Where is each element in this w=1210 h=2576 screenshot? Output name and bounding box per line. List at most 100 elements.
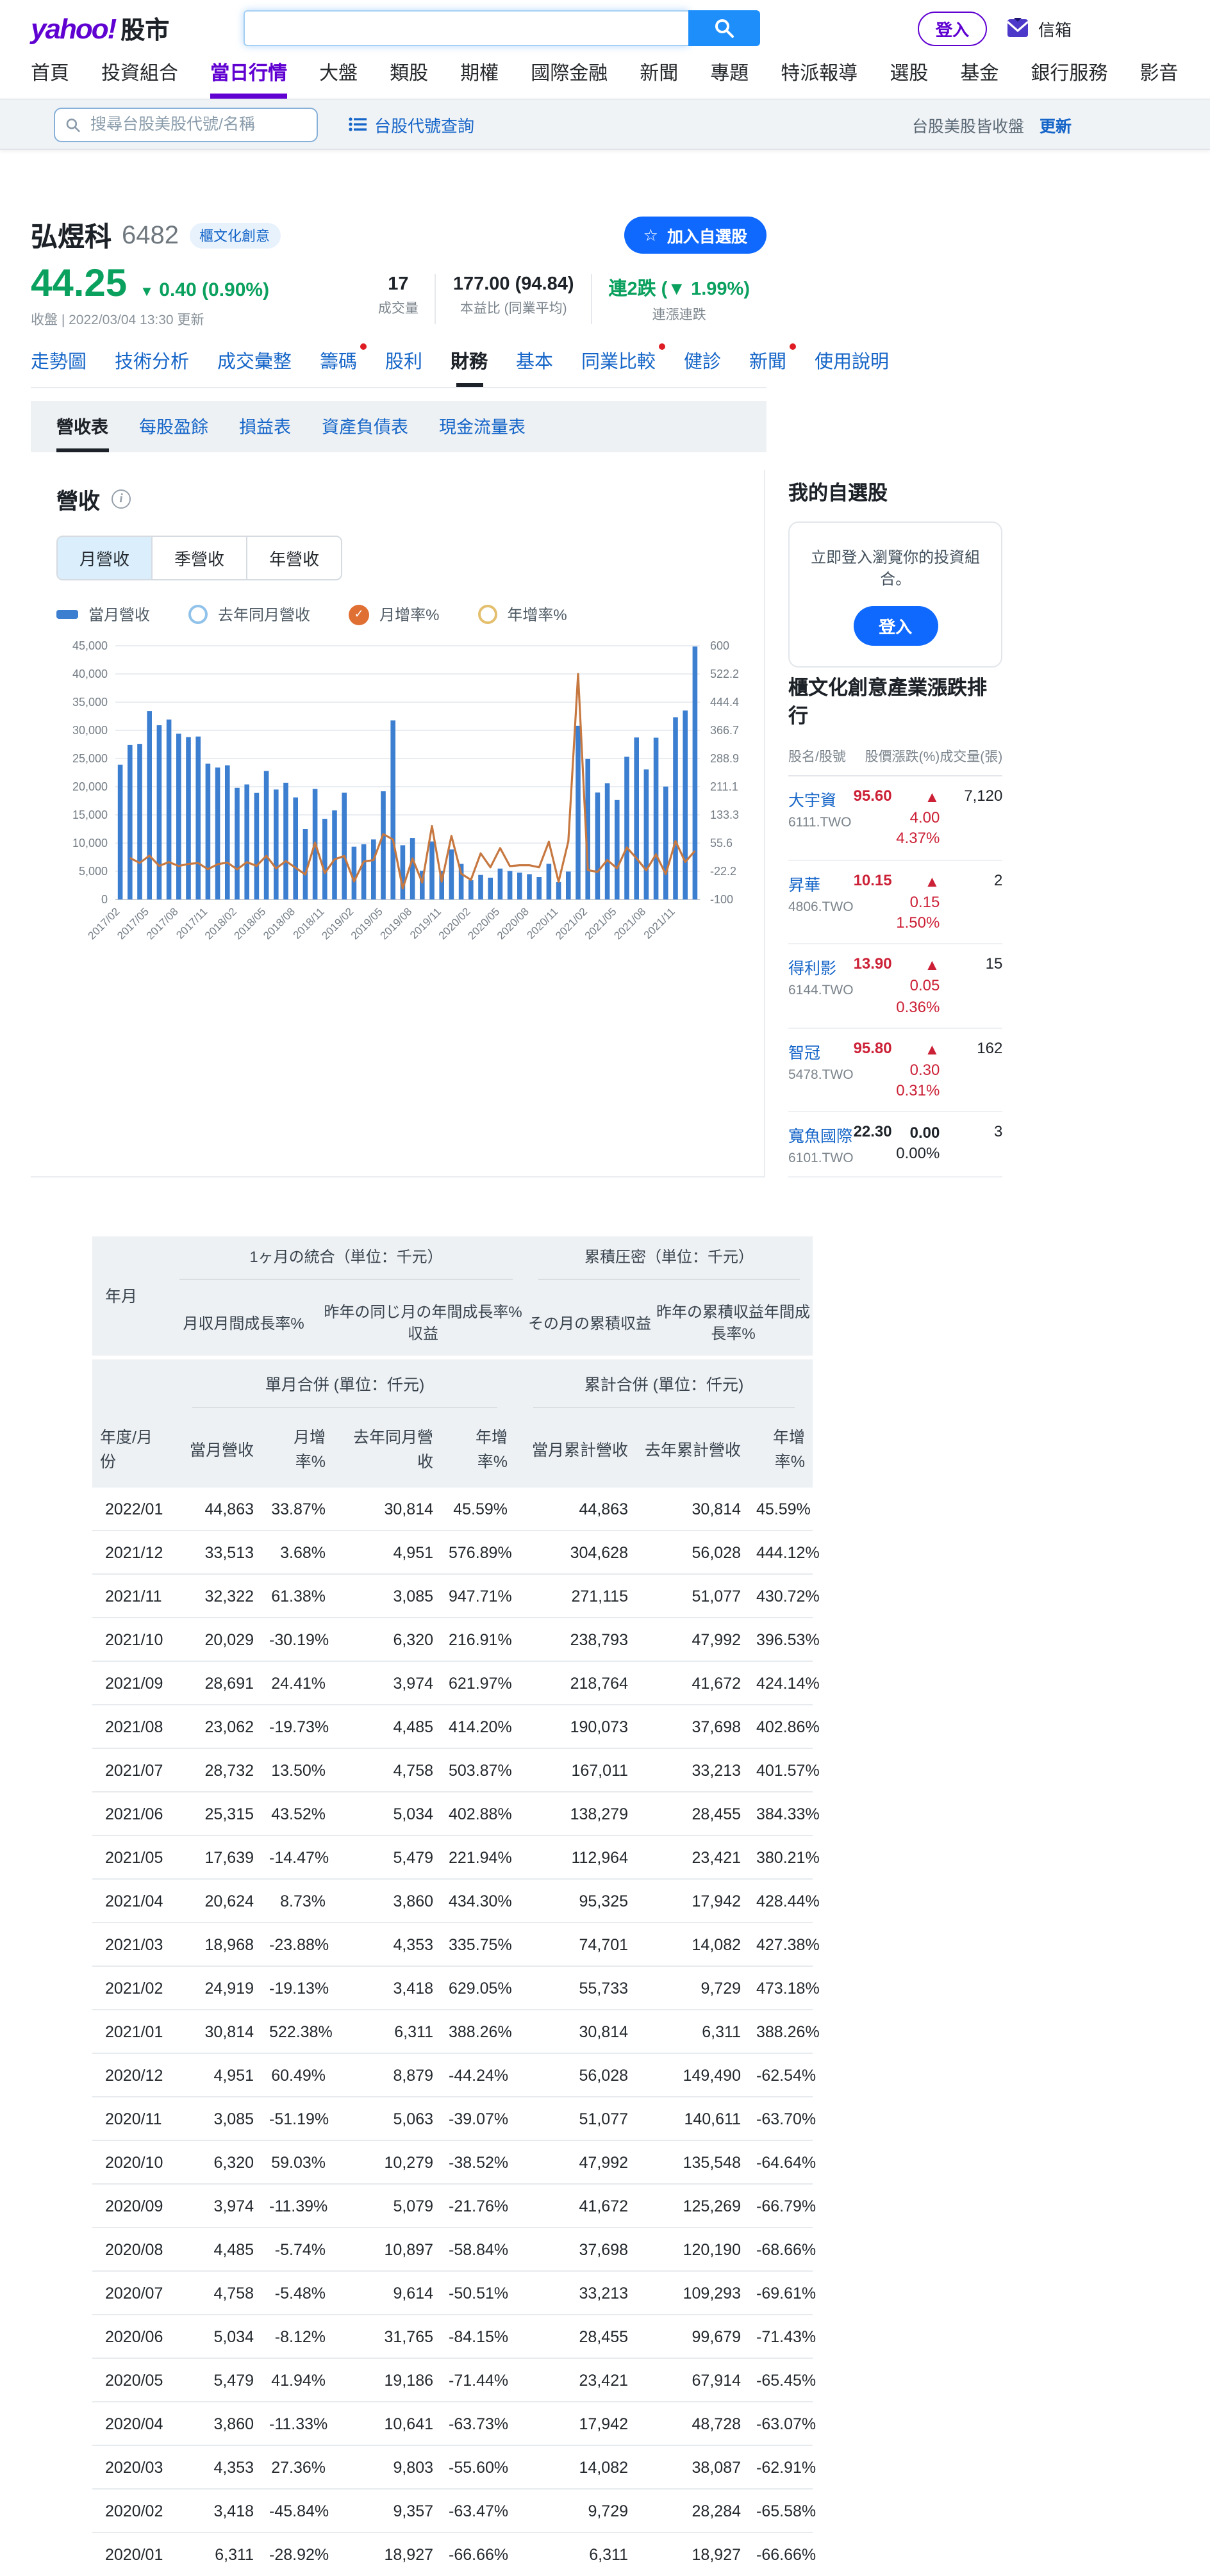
sidebar-login-button[interactable]: 登入 [853,606,938,646]
tab-item[interactable]: 走勢圖 [31,347,87,387]
yahoo-logo[interactable]: yahoo! 股市 [31,11,169,45]
nav-item[interactable]: 類股 [390,63,429,85]
revenue-cell: 2021/07 [92,1748,174,1793]
revenue-cell: 67,914 [636,2358,749,2402]
mail-link[interactable]: 信箱 [1005,16,1072,40]
nav-item[interactable]: 銀行服務 [1031,63,1108,85]
ticker-lookup-link[interactable]: 台股代號查詢 [349,112,474,136]
revenue-cell: 41,672 [515,2183,636,2228]
legend-label: 去年同月營收 [218,606,311,624]
stock-link[interactable]: 智冠 [788,1044,821,1062]
tab-item[interactable]: 股利 [385,347,422,387]
category-badge[interactable]: 櫃文化創意 [189,223,280,249]
tab-label: 健診 [684,352,721,373]
revenue-cell: 37,698 [515,2227,636,2272]
subtab-item[interactable]: 損益表 [239,418,291,437]
period-toggle: 月營收 季營收 年營收 [56,536,343,580]
revenue-cell: -30.19% [261,1617,333,1662]
svg-text:2021/11: 2021/11 [642,905,677,941]
ranking-row[interactable]: 昇華 4806.TWO 10.15 ▲ 0.15 1.50% 2 [788,860,1003,945]
revenue-cell: 4,951 [333,1530,441,1575]
revenue-cell: 473.18% [749,1965,820,2010]
header-search-input[interactable] [244,10,689,46]
mom-line [129,673,696,890]
info-icon[interactable]: i [112,489,131,509]
revenue-cell: 28,455 [636,1791,749,1836]
subtab-item[interactable]: 營收表 [56,401,108,452]
nav-item[interactable]: 國際金融 [531,63,608,85]
subtab-item[interactable]: 資產負債表 [322,418,408,437]
nav-item[interactable]: 選股 [890,63,929,85]
ranking-change-cell: 0.00 0.00% [891,1112,940,1178]
ranking-row[interactable]: 寬魚國際 6101.TWO 22.30 0.00 0.00% 3 [788,1112,1003,1178]
ranking-row[interactable]: 大宇資 6111.TWO 95.60 ▲ 4.00 4.37% 7,120 [788,776,1003,861]
revenue-cell: 380.21% [749,1835,820,1880]
tab-item[interactable]: 技術分析 [115,347,189,387]
revenue-cell: 434.30% [441,1878,515,1923]
nav-item[interactable]: 新聞 [640,63,679,85]
svg-text:2019/05: 2019/05 [349,905,385,942]
stock-link[interactable]: 昇華 [788,876,821,894]
down-triangle-icon: ▼ [140,284,154,300]
tab-item[interactable]: 同業比較 [581,343,665,387]
revenue-cell: 2020/04 [92,2401,174,2446]
header-search-button[interactable] [688,10,761,46]
revenue-cell: 25,315 [174,1791,261,1836]
legend-item[interactable]: 年增率% [477,603,567,625]
revenue-cell: 424.14% [749,1661,820,1705]
revenue-row: 2021/02 24,919 -19.13% 3,418 629.05% 55,733 9,… [92,1965,820,2010]
revenue-row: 2020/12 4,951 60.49% 8,879 -44.24% 56,028 149,… [92,2053,816,2097]
tab-item[interactable]: 新聞 [749,343,795,387]
svg-text:20,000: 20,000 [72,780,108,793]
tab-item[interactable]: 財務 [451,347,488,387]
ranking-row[interactable]: 得利影 6144.TWO 13.90 ▲ 0.05 0.36% 15 [788,944,1003,1029]
svg-text:2017/02: 2017/02 [86,905,122,942]
stock-link[interactable]: 得利影 [788,960,837,978]
revenue-cell: -71.44% [441,2358,515,2402]
subtab-item[interactable]: 每股盈餘 [139,418,208,437]
tab-item[interactable]: 籌碼 [320,343,366,387]
nav-item[interactable]: 投資組合 [101,63,179,85]
nav-item[interactable]: 首頁 [31,63,70,85]
ranking-volume-cell: 15 [940,944,1003,1029]
nav-item[interactable]: 影音 [1140,63,1179,85]
ticker-search-input[interactable] [88,114,306,135]
nav-item[interactable]: 特派報導 [781,63,858,85]
tab-item[interactable]: 使用說明 [815,347,889,387]
legend-item[interactable]: 去年同月營收 [188,603,310,625]
stock-link[interactable]: 寬魚國際 [788,1128,853,1146]
revenue-cell: 6,311 [333,2009,441,2054]
nav-item[interactable]: 大盤 [319,63,358,85]
add-watchlist-button[interactable]: ☆ 加入自選股 [624,217,767,254]
subtab-item[interactable]: 現金流量表 [439,418,526,437]
legend-item[interactable]: ✓ 月增率% [349,603,439,625]
nav-item[interactable]: 專題 [710,63,749,85]
legend-item[interactable]: 當月營收 [56,603,150,625]
revenue-row: 2020/07 4,758 -5.48% 9,614 -50.51% 33,213 109,… [92,2270,816,2315]
period-toggle-option[interactable]: 年營收 [246,537,342,579]
nav-item[interactable]: 期權 [460,63,499,85]
svg-text:2021/08: 2021/08 [611,905,648,942]
login-button[interactable]: 登入 [917,11,987,45]
revenue-cell: 4,353 [174,2445,261,2490]
revenue-cell: -38.52% [441,2140,515,2185]
refresh-link[interactable]: 更新 [1039,117,1072,135]
nav-item[interactable]: 基金 [960,63,999,85]
tab-item[interactable]: 成交彙整 [217,347,292,387]
tab-item[interactable]: 健診 [684,347,721,387]
stock-code: 5478.TWO [788,1067,854,1083]
nav-item[interactable]: 當日行情 [210,59,288,99]
revenue-cell: 2021/01 [92,2009,174,2054]
revenue-cell: 621.97% [441,1661,515,1705]
period-toggle-option[interactable]: 月營收 [58,537,152,579]
ranking-row[interactable]: 智冠 5478.TWO 95.80 ▲ 0.30 0.31% 162 [788,1028,1003,1113]
revenue-cell: 5,479 [333,1835,441,1880]
jp-col: 昨年の同じ月の年間成長率% 収益 [324,1303,522,1343]
revenue-cell: -63.47% [441,2488,515,2533]
col-header: 年度/月份 [92,1413,174,1488]
notification-dot [789,343,795,350]
revenue-cell: 30,814 [692,1500,741,1518]
period-toggle-option[interactable]: 季營收 [151,537,247,579]
stock-link[interactable]: 大宇資 [788,792,837,810]
tab-item[interactable]: 基本 [516,347,553,387]
